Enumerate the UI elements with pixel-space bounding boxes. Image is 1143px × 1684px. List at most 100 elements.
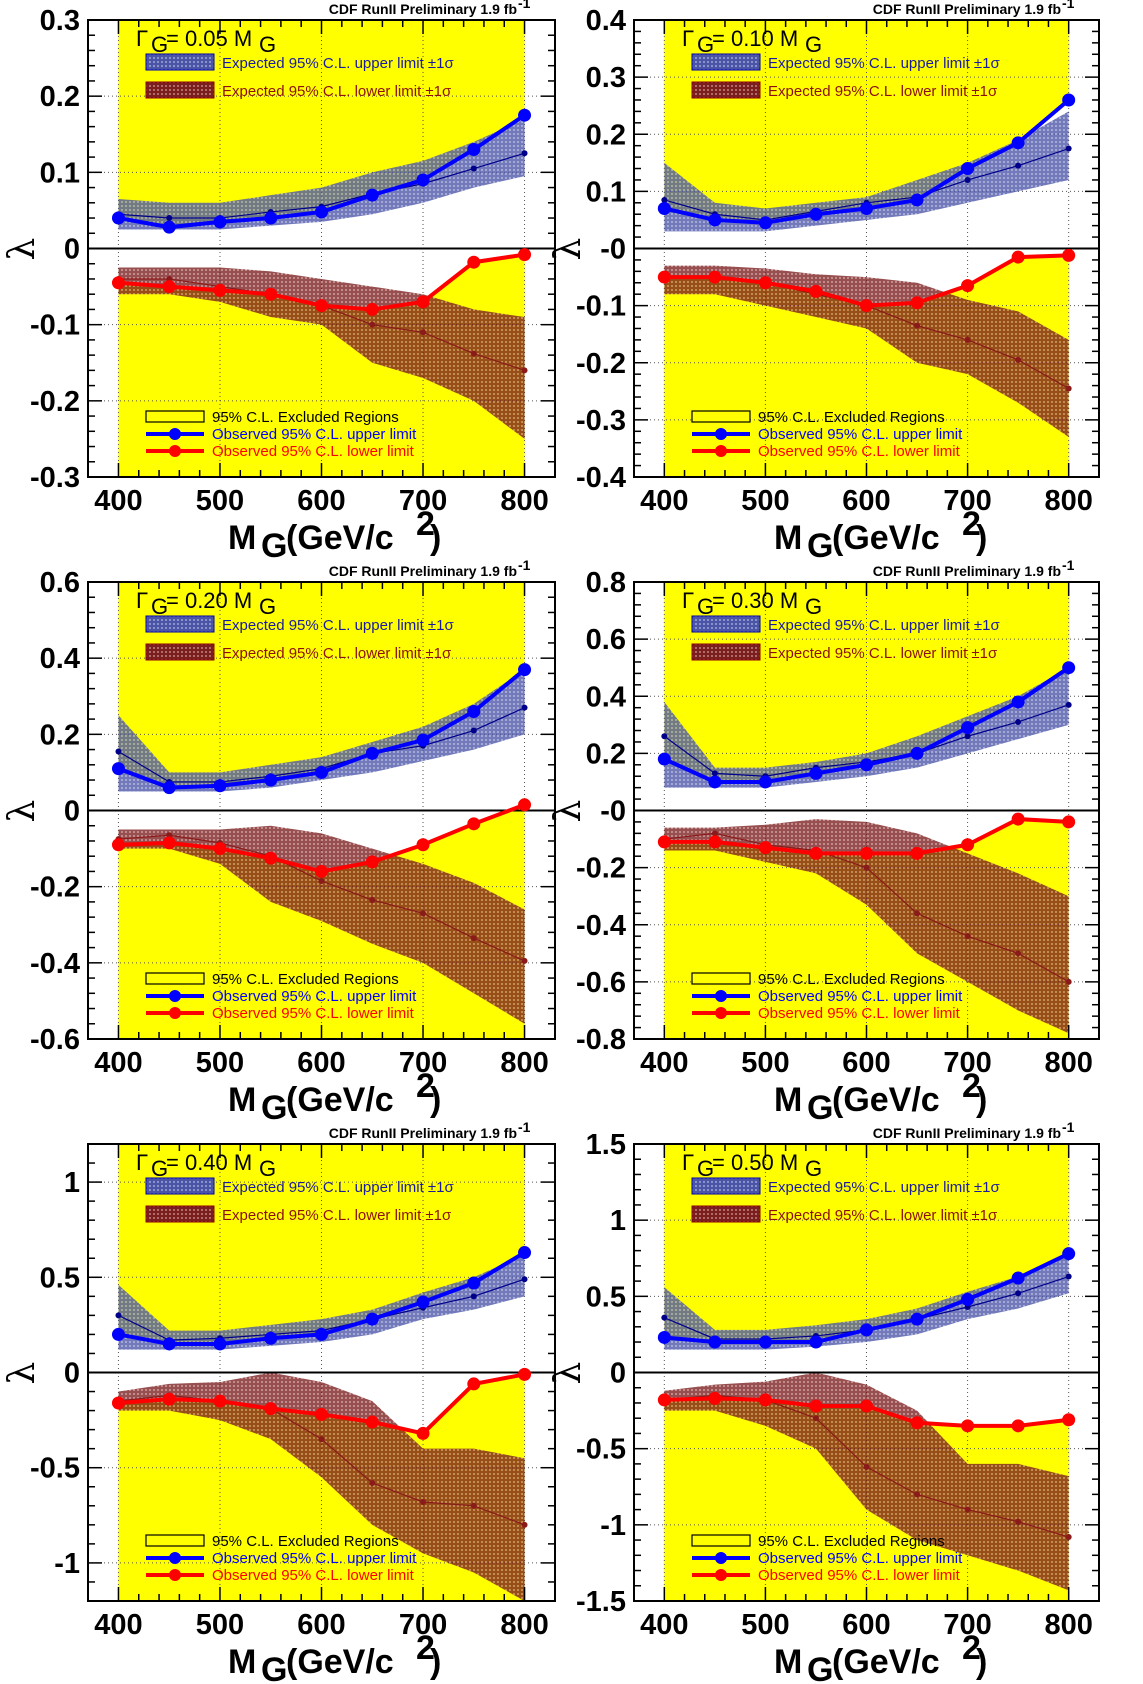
legend-label-observed-lower: Observed 95% C.L. lower limit — [212, 443, 415, 460]
observed-upper-point — [315, 205, 328, 219]
x-tick-label: 800 — [1044, 1609, 1092, 1641]
legend-swatch-lower-band — [691, 1205, 761, 1223]
legend-swatch-upper-band — [145, 1177, 215, 1195]
observed-lower-point — [467, 817, 481, 831]
gamma-value: = 0.05 M — [166, 26, 252, 51]
x-tick-label: 600 — [297, 1047, 345, 1079]
expected-upper-median-point — [470, 165, 477, 172]
gamma-value-subscript: G — [805, 1156, 822, 1181]
observed-lower-point — [1011, 812, 1025, 826]
expected-lower-median-point — [1065, 978, 1072, 985]
observed-lower-point — [162, 280, 176, 294]
y-tick-label: 0.1 — [40, 157, 80, 189]
observed-lower-point — [467, 1377, 481, 1391]
x-tick-label: 500 — [741, 485, 789, 517]
y-tick-label: -0 — [600, 796, 626, 828]
legend-label-lower-band: Expected 95% C.L. lower limit ±1σ — [768, 645, 998, 662]
expected-upper-median-point — [115, 748, 122, 755]
observed-upper-point — [657, 1330, 671, 1344]
expected-lower-median-point — [1065, 1534, 1072, 1541]
legend-label-observed-lower: Observed 95% C.L. lower limit — [758, 443, 961, 460]
expected-lower-median-point — [711, 830, 718, 837]
observed-upper-point — [758, 1335, 772, 1349]
header: CDF RunII Preliminary 1.9 fb — [873, 1, 1061, 17]
gamma-symbol: Γ — [682, 588, 694, 613]
expected-upper-band — [664, 111, 1069, 232]
legend-label-excluded: 95% C.L. Excluded Regions — [212, 409, 399, 426]
expected-lower-median-point — [964, 933, 971, 940]
x-tick-label: 700 — [399, 1609, 447, 1641]
gamma-value-subscript: G — [805, 32, 822, 57]
y-tick-label: -0.4 — [30, 948, 80, 980]
observed-lower-point — [961, 838, 975, 852]
expected-lower-median-point — [369, 321, 376, 328]
y-tick-label: 0 — [64, 234, 80, 266]
observed-upper-point — [111, 762, 125, 776]
gamma-symbol: Γ — [682, 26, 694, 51]
expected-lower-median-point — [964, 336, 971, 343]
legend-swatch-excluded — [691, 1534, 751, 1547]
expected-upper-median-point — [964, 733, 971, 740]
legend-swatch-excluded — [691, 972, 751, 985]
legend-label-observed-upper: Observed 95% C.L. upper limit — [212, 1550, 417, 1567]
y-tick-label: -0.2 — [576, 853, 626, 885]
y-tick-label: -0.6 — [576, 967, 626, 999]
observed-lower-point — [910, 296, 924, 310]
observed-upper-point — [1062, 1247, 1076, 1261]
observed-upper-point — [1011, 1271, 1025, 1285]
legend-swatch-observed-upper-marker — [169, 1552, 181, 1564]
gamma-value: = 0.20 M — [166, 588, 252, 613]
y-tick-label: -0.2 — [576, 348, 626, 380]
expected-upper-median-point — [521, 704, 528, 711]
expected-lower-median-point — [914, 1491, 921, 1498]
y-tick-label: -0.2 — [30, 386, 80, 418]
x-axis-label-unit: (GeV/c — [832, 1643, 940, 1681]
expected-lower-median-point — [470, 350, 477, 357]
observed-lower-point — [910, 846, 924, 860]
x-tick-label: 700 — [943, 1609, 991, 1641]
observed-upper-point — [518, 663, 532, 677]
x-tick-label: 400 — [640, 1047, 688, 1079]
observed-upper-point — [315, 765, 328, 779]
expected-upper-median-point — [470, 1293, 477, 1300]
observed-lower-point — [910, 1416, 924, 1430]
x-axis-label-subscript: G — [261, 527, 287, 565]
observed-lower-point — [860, 299, 873, 313]
expected-lower-median-point — [812, 1415, 819, 1422]
observed-lower-point — [315, 1407, 328, 1421]
expected-upper-median-point — [1015, 162, 1022, 169]
panel-4: -0.8 -0.6 -0.4 -0.2 -0 0.2 0.4 0.6 0.8 400 500 600 7… — [548, 557, 1100, 1127]
panel-5: -1 -0.5 0 0.5 1 400 500 600 700 800 CDF RunII Prel… — [2, 1119, 556, 1684]
x-axis-label-subscript: G — [261, 1089, 287, 1127]
expected-upper-median-point — [661, 196, 668, 203]
y-tick-label: 0 — [610, 1358, 626, 1390]
gamma-subscript: G — [697, 32, 714, 57]
observed-lower-point — [315, 864, 328, 878]
observed-upper-point — [708, 775, 722, 789]
x-tick-label: 400 — [640, 485, 688, 517]
observed-upper-point — [809, 207, 823, 221]
expected-lower-median-point — [318, 1436, 325, 1443]
legend-swatch-upper-band — [691, 53, 761, 71]
legend-label-lower-band: Expected 95% C.L. lower limit ±1σ — [222, 83, 452, 100]
excluded-region-upper — [664, 582, 1069, 782]
observed-lower-point — [1011, 1419, 1025, 1433]
x-tick-label: 500 — [196, 1047, 244, 1079]
x-tick-label: 500 — [196, 1609, 244, 1641]
gamma-subscript: G — [151, 594, 168, 619]
legend-swatch-observed-upper-marker — [169, 990, 181, 1002]
observed-upper-point — [162, 781, 176, 795]
expected-upper-median-point — [115, 1312, 122, 1319]
legend-swatch-observed-upper-marker — [715, 990, 727, 1002]
observed-lower-point — [111, 276, 125, 290]
legend-label-lower-band: Expected 95% C.L. lower limit ±1σ — [222, 1207, 452, 1224]
header-superscript: -1 — [518, 1119, 531, 1135]
legend-label-excluded: 95% C.L. Excluded Regions — [212, 971, 399, 988]
legend-swatch-upper-band — [691, 1177, 761, 1195]
x-axis-label: M — [228, 1081, 256, 1119]
observed-lower-point — [758, 1393, 772, 1407]
observed-upper-point — [1011, 136, 1025, 150]
expected-lower-median-point — [369, 896, 376, 903]
observed-lower-point — [657, 1393, 671, 1407]
x-tick-label: 800 — [1044, 1047, 1092, 1079]
